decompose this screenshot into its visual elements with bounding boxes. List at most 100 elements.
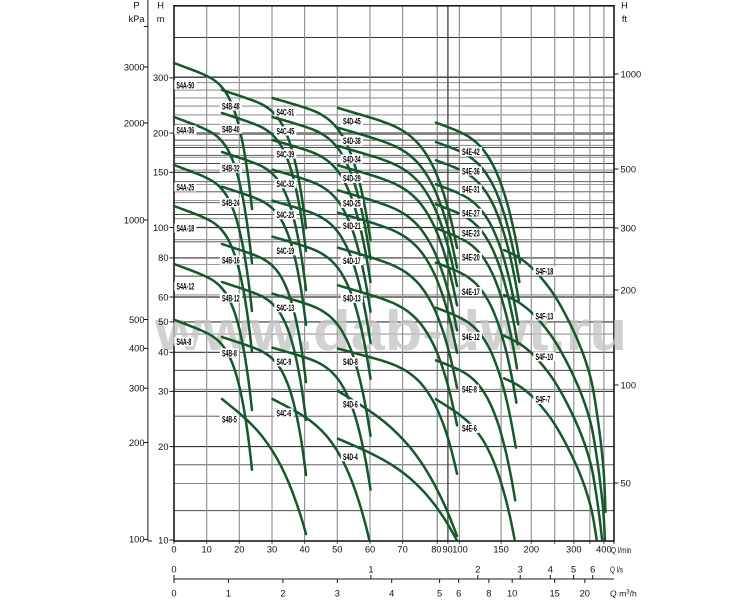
svg-text:150: 150 <box>153 168 169 178</box>
svg-text:S4D-29: S4D-29 <box>343 174 361 184</box>
svg-text:2: 2 <box>475 564 480 574</box>
svg-text:S4C-32: S4C-32 <box>277 179 295 189</box>
svg-text:S4E-12: S4E-12 <box>462 332 480 342</box>
svg-text:10: 10 <box>158 535 168 545</box>
svg-text:S4B-16: S4B-16 <box>222 255 240 265</box>
svg-text:S4E-23: S4E-23 <box>462 229 480 239</box>
svg-text:S4B-8: S4B-8 <box>222 348 237 358</box>
svg-text:6: 6 <box>590 564 595 574</box>
svg-text:S4F-7: S4F-7 <box>536 395 551 405</box>
svg-text:m: m <box>157 14 165 24</box>
svg-text:20: 20 <box>580 588 590 598</box>
svg-text:S4C-9: S4C-9 <box>277 357 292 367</box>
svg-text:8: 8 <box>486 588 491 598</box>
svg-text:0: 0 <box>171 564 176 574</box>
svg-text:3: 3 <box>335 588 340 598</box>
svg-text:3: 3 <box>518 564 523 574</box>
svg-text:50: 50 <box>158 317 168 327</box>
svg-text:0: 0 <box>171 545 176 555</box>
svg-text:400: 400 <box>596 545 612 555</box>
svg-text:S4E-27: S4E-27 <box>462 209 480 219</box>
svg-text:5: 5 <box>571 564 576 574</box>
svg-text:200: 200 <box>129 438 145 448</box>
svg-text:S4E-31: S4E-31 <box>462 185 480 195</box>
svg-text:S4D-34: S4D-34 <box>343 154 361 164</box>
svg-text:S4F-18: S4F-18 <box>536 266 554 276</box>
svg-text:S4B-40: S4B-40 <box>222 124 240 134</box>
svg-text:1: 1 <box>226 588 231 598</box>
svg-text:300: 300 <box>153 73 169 83</box>
svg-text:S4C-51: S4C-51 <box>277 107 295 117</box>
svg-text:150: 150 <box>493 545 509 555</box>
svg-text:S4B-12: S4B-12 <box>222 293 240 303</box>
svg-text:4: 4 <box>389 588 394 598</box>
svg-text:4: 4 <box>548 564 553 574</box>
svg-text:300: 300 <box>621 223 637 233</box>
svg-text:1000: 1000 <box>621 69 642 79</box>
svg-text:S4D-45: S4D-45 <box>343 116 361 126</box>
svg-text:50: 50 <box>332 545 342 555</box>
svg-text:100: 100 <box>452 545 468 555</box>
svg-text:P: P <box>133 0 139 10</box>
svg-text:Q l/s: Q l/s <box>610 565 623 575</box>
svg-text:300: 300 <box>566 545 582 555</box>
svg-text:80: 80 <box>431 545 441 555</box>
svg-text:H: H <box>157 0 164 10</box>
svg-text:S4D-21: S4D-21 <box>343 221 361 231</box>
svg-text:S4C-6: S4C-6 <box>277 408 292 418</box>
svg-text:S4F-13: S4F-13 <box>536 311 554 321</box>
svg-text:ft: ft <box>622 14 628 24</box>
svg-text:Q m3/h: Q m3/h <box>610 589 637 599</box>
svg-text:S4C-45: S4C-45 <box>277 126 295 136</box>
svg-text:S4D-13: S4D-13 <box>343 294 361 304</box>
svg-text:S4B-32: S4B-32 <box>222 163 240 173</box>
svg-text:S4A-12: S4A-12 <box>177 281 195 291</box>
svg-text:S4E-20: S4E-20 <box>462 253 480 263</box>
svg-text:30: 30 <box>158 387 168 397</box>
svg-text:200: 200 <box>621 285 637 295</box>
svg-text:60: 60 <box>365 545 375 555</box>
svg-text:2: 2 <box>280 588 285 598</box>
svg-text:S4E-42: S4E-42 <box>462 147 480 157</box>
svg-text:S4B-24: S4B-24 <box>222 198 240 208</box>
svg-text:S4A-50: S4A-50 <box>177 80 195 90</box>
svg-text:S4D-8: S4D-8 <box>343 357 358 367</box>
svg-text:40: 40 <box>299 545 309 555</box>
svg-text:20: 20 <box>234 545 244 555</box>
svg-text:S4A-25: S4A-25 <box>177 182 195 192</box>
svg-text:kPa: kPa <box>128 14 145 24</box>
svg-text:S4A-18: S4A-18 <box>177 223 195 233</box>
svg-text:S4A-8: S4A-8 <box>177 337 192 347</box>
svg-text:500: 500 <box>621 164 637 174</box>
svg-text:60: 60 <box>158 292 168 302</box>
svg-text:100: 100 <box>129 535 145 545</box>
svg-text:5: 5 <box>437 588 442 598</box>
svg-text:10: 10 <box>507 588 517 598</box>
svg-text:S4E-17: S4E-17 <box>462 287 480 297</box>
svg-text:70: 70 <box>397 545 407 555</box>
svg-text:S4D-4: S4D-4 <box>343 452 358 462</box>
svg-text:S4C-25: S4C-25 <box>277 210 295 220</box>
svg-text:S4E-36: S4E-36 <box>462 166 480 176</box>
svg-text:3000: 3000 <box>124 62 145 72</box>
svg-text:15: 15 <box>550 588 560 598</box>
svg-text:30: 30 <box>267 545 277 555</box>
svg-text:S4D-38: S4D-38 <box>343 136 361 146</box>
svg-text:100: 100 <box>621 380 637 390</box>
svg-text:50: 50 <box>621 478 631 488</box>
svg-text:S4B-48: S4B-48 <box>222 101 240 111</box>
svg-text:H: H <box>621 0 628 10</box>
svg-text:S4F-10: S4F-10 <box>536 352 554 362</box>
svg-text:S4C-13: S4C-13 <box>277 303 295 313</box>
svg-text:200: 200 <box>153 128 169 138</box>
svg-text:S4D-25: S4D-25 <box>343 199 361 209</box>
svg-text:S4E-8: S4E-8 <box>462 385 477 395</box>
svg-text:S4B-5: S4B-5 <box>222 414 237 424</box>
svg-text:2000: 2000 <box>124 118 145 128</box>
svg-text:S4D-17: S4D-17 <box>343 256 361 266</box>
svg-text:80: 80 <box>158 253 168 263</box>
svg-text:S4C-39: S4C-39 <box>277 149 295 159</box>
svg-text:S4D-6: S4D-6 <box>343 399 358 409</box>
svg-text:10: 10 <box>202 545 212 555</box>
svg-text:40: 40 <box>158 348 168 358</box>
